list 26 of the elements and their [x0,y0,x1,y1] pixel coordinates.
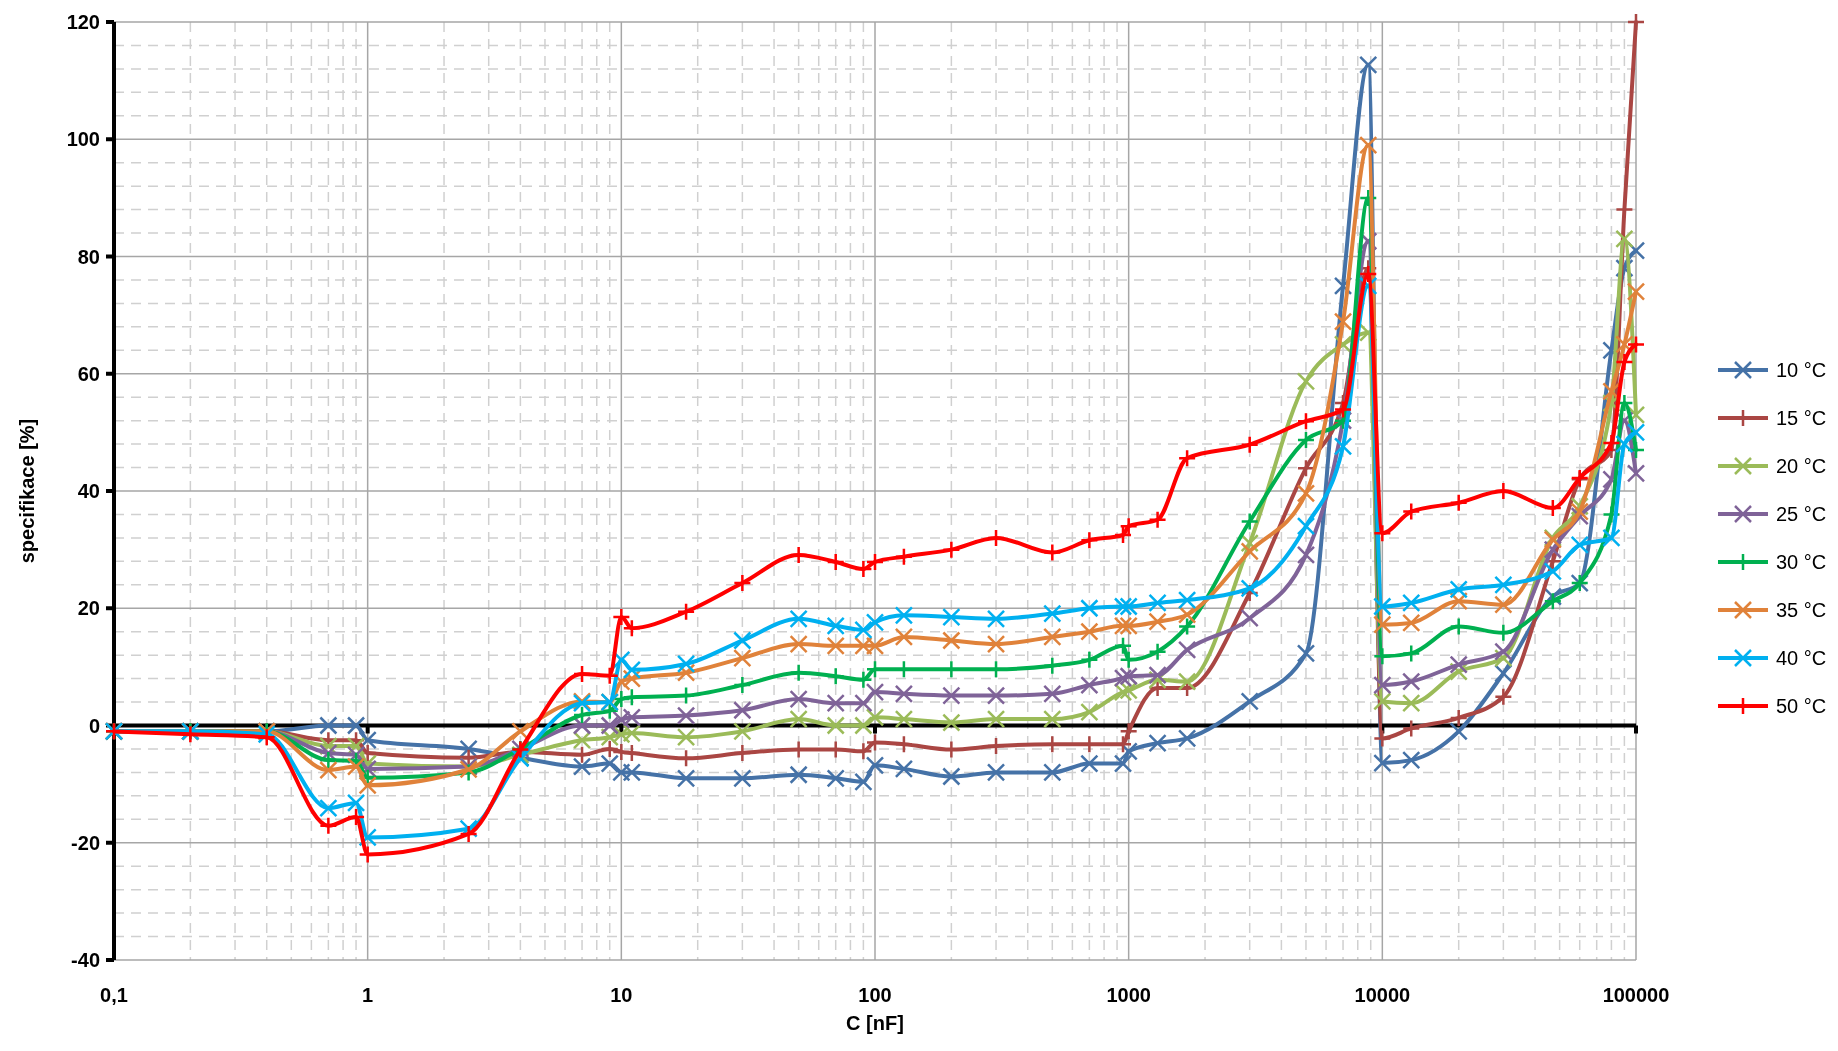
y-tick-label: 0 [88,714,100,737]
x-tick-label: 0,1 [100,984,128,1006]
x-tick-label: 10 [610,984,633,1006]
legend-label: 30 °C [1776,551,1827,573]
legend-label: 10 °C [1776,359,1827,381]
y-tick-label: 60 [77,362,100,385]
y-tick-label: 100 [66,128,100,151]
y-tick-label: 80 [77,245,100,268]
x-tick-label: 100 [858,984,892,1006]
legend-label: 35 °C [1776,599,1827,621]
legend-label: 50 °C [1776,695,1827,717]
x-tick-label: 100000 [1602,984,1670,1006]
legend-label: 15 °C [1776,407,1827,429]
y-tick-label: 120 [66,11,100,33]
legend-label: 25 °C [1776,503,1827,525]
x-tick-label: 1 [362,984,374,1006]
y-tick-label: 40 [77,480,100,502]
legend-label: 40 °C [1776,647,1827,669]
y-tick-label: -20 [71,831,100,854]
y-tick-label: 20 [77,597,100,620]
y-tick-label: -40 [71,949,100,971]
legend-label: 20 °C [1776,455,1827,477]
y-axis-title: specifikace [%] [16,418,38,564]
x-tick-label: 1000 [1106,984,1151,1006]
x-axis-title: C [nF] [846,1012,904,1034]
x-tick-label: 10000 [1354,984,1411,1006]
